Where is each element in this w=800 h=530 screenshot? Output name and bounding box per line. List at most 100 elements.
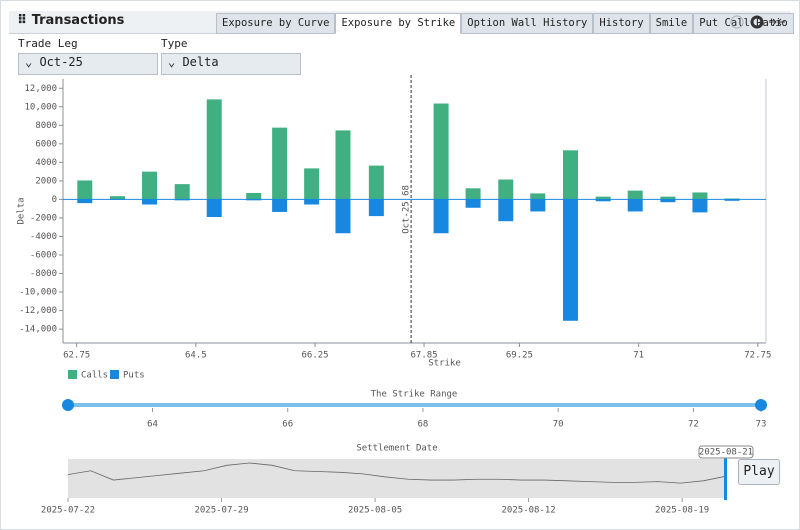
bar: [627, 190, 643, 200]
bar: [272, 127, 288, 200]
bar: [174, 199, 190, 201]
y-tick-label: -8000: [30, 269, 57, 279]
slider-tick-label: 70: [553, 420, 564, 430]
bar: [304, 168, 320, 200]
collapse-icon[interactable]: [769, 18, 785, 26]
y-tick-label: 10,000: [24, 102, 57, 112]
bar: [724, 198, 740, 200]
trend-line: [67, 462, 727, 484]
bar: [530, 199, 546, 212]
slider-handle[interactable]: [755, 399, 767, 411]
bar: [627, 199, 643, 212]
tab-bar: Exposure by Curve Exposure by Strike Optio…: [216, 13, 794, 34]
y-tick-label: 2000: [35, 176, 57, 186]
tab[interactable]: Exposure by Curve: [216, 13, 336, 34]
dropdown-value: Delta: [182, 55, 219, 69]
bar: [368, 199, 384, 217]
y-tick-label: -4000: [30, 232, 57, 242]
x-axis-title: Strike: [428, 359, 461, 369]
brush-handle[interactable]: [724, 457, 727, 500]
tab[interactable]: Option Wall History: [461, 13, 594, 34]
y-tick-label: 4000: [35, 158, 57, 168]
control-label: Trade Leg: [18, 37, 78, 50]
dropdown[interactable]: ⌄ Oct-25: [18, 53, 158, 75]
date-tick-label: 2025-08-12: [502, 506, 556, 516]
x-tick-label: 71: [633, 351, 644, 361]
bar: [304, 199, 320, 205]
slider-tick-label: 64: [147, 420, 158, 430]
settings-icon[interactable]: [750, 15, 764, 29]
slider-title: The Strike Range: [371, 390, 458, 400]
bar: [498, 199, 514, 222]
header-icons: [730, 15, 785, 29]
y-tick-label: 6000: [35, 139, 57, 149]
bar: [692, 199, 708, 213]
bar: [142, 199, 158, 205]
bar: [498, 179, 514, 200]
bar: [562, 150, 578, 200]
date-tick-label: 2025-07-22: [41, 506, 95, 516]
selected-date-box: [698, 445, 754, 459]
tab[interactable]: Put Call Ratio: [693, 13, 794, 34]
selected-date: 2025-08-21: [699, 448, 753, 458]
slider-tick-label: 73: [756, 420, 767, 430]
y-tick-label: 0: [52, 195, 57, 205]
slider-tick-label: 68: [418, 420, 429, 430]
y-tick-label: 12,000: [24, 84, 57, 94]
bar: [335, 130, 351, 200]
dropdown[interactable]: ⌄ Delta: [161, 53, 301, 75]
bar: [77, 199, 93, 204]
date-tick-label: 2025-08-19: [655, 506, 709, 516]
y-tick-label: -6000: [30, 251, 57, 261]
bar: [272, 199, 288, 212]
date-tick-label: 2025-08-05: [348, 506, 402, 516]
y-tick-label: -12,000: [19, 306, 57, 316]
date-tick-label: 2025-07-29: [194, 506, 248, 516]
y-tick-label: -14,000: [19, 325, 57, 335]
y-axis-title: Delta: [17, 197, 27, 224]
type-control: Type ⌄ Delta: [161, 37, 301, 75]
bar: [109, 196, 125, 200]
dropdown-value: Oct-25: [39, 55, 83, 69]
bar: [246, 192, 262, 200]
header: ⠿ Transactions Exposure by Curve Exposure…: [9, 11, 794, 34]
x-tick-label: 72.75: [744, 351, 771, 361]
help-icon[interactable]: [730, 15, 744, 29]
y-tick-label: 8000: [35, 121, 57, 131]
trade-leg-control: Trade Leg ⌄ Oct-25: [18, 37, 158, 75]
bar: [465, 188, 481, 200]
bar: [368, 165, 384, 200]
slider-tick-label: 72: [688, 420, 699, 430]
bar: [206, 199, 222, 218]
x-tick-label: 64.5: [185, 351, 207, 361]
bar: [433, 199, 449, 234]
bar: [660, 196, 676, 200]
brush-title: Settlement Date: [356, 444, 437, 454]
legend-swatch: [110, 370, 119, 379]
x-tick-label: 62.75: [63, 351, 90, 361]
legend-swatch: [68, 370, 77, 379]
bar: [692, 192, 708, 200]
x-tick-label: 69.25: [506, 351, 533, 361]
bar: [174, 184, 190, 200]
title-text: Transactions: [31, 13, 125, 28]
slider-handle[interactable]: [62, 399, 74, 411]
legend-label: Calls: [81, 371, 108, 381]
tab[interactable]: Smile: [649, 13, 694, 34]
tab[interactable]: History: [593, 13, 650, 34]
bar: [562, 199, 578, 321]
bar: [142, 171, 158, 200]
play-button[interactable]: Play: [738, 459, 780, 485]
legend-label: Puts: [123, 371, 145, 381]
bar: [77, 180, 93, 200]
x-tick-label: 66.25: [301, 351, 328, 361]
y-tick-label: -10,000: [19, 288, 57, 298]
bar: [206, 99, 222, 200]
bar: [530, 193, 546, 200]
tab[interactable]: Exposure by Strike: [335, 13, 462, 34]
bar: [465, 199, 481, 208]
brush-area: [68, 459, 726, 498]
bar: [660, 199, 676, 203]
